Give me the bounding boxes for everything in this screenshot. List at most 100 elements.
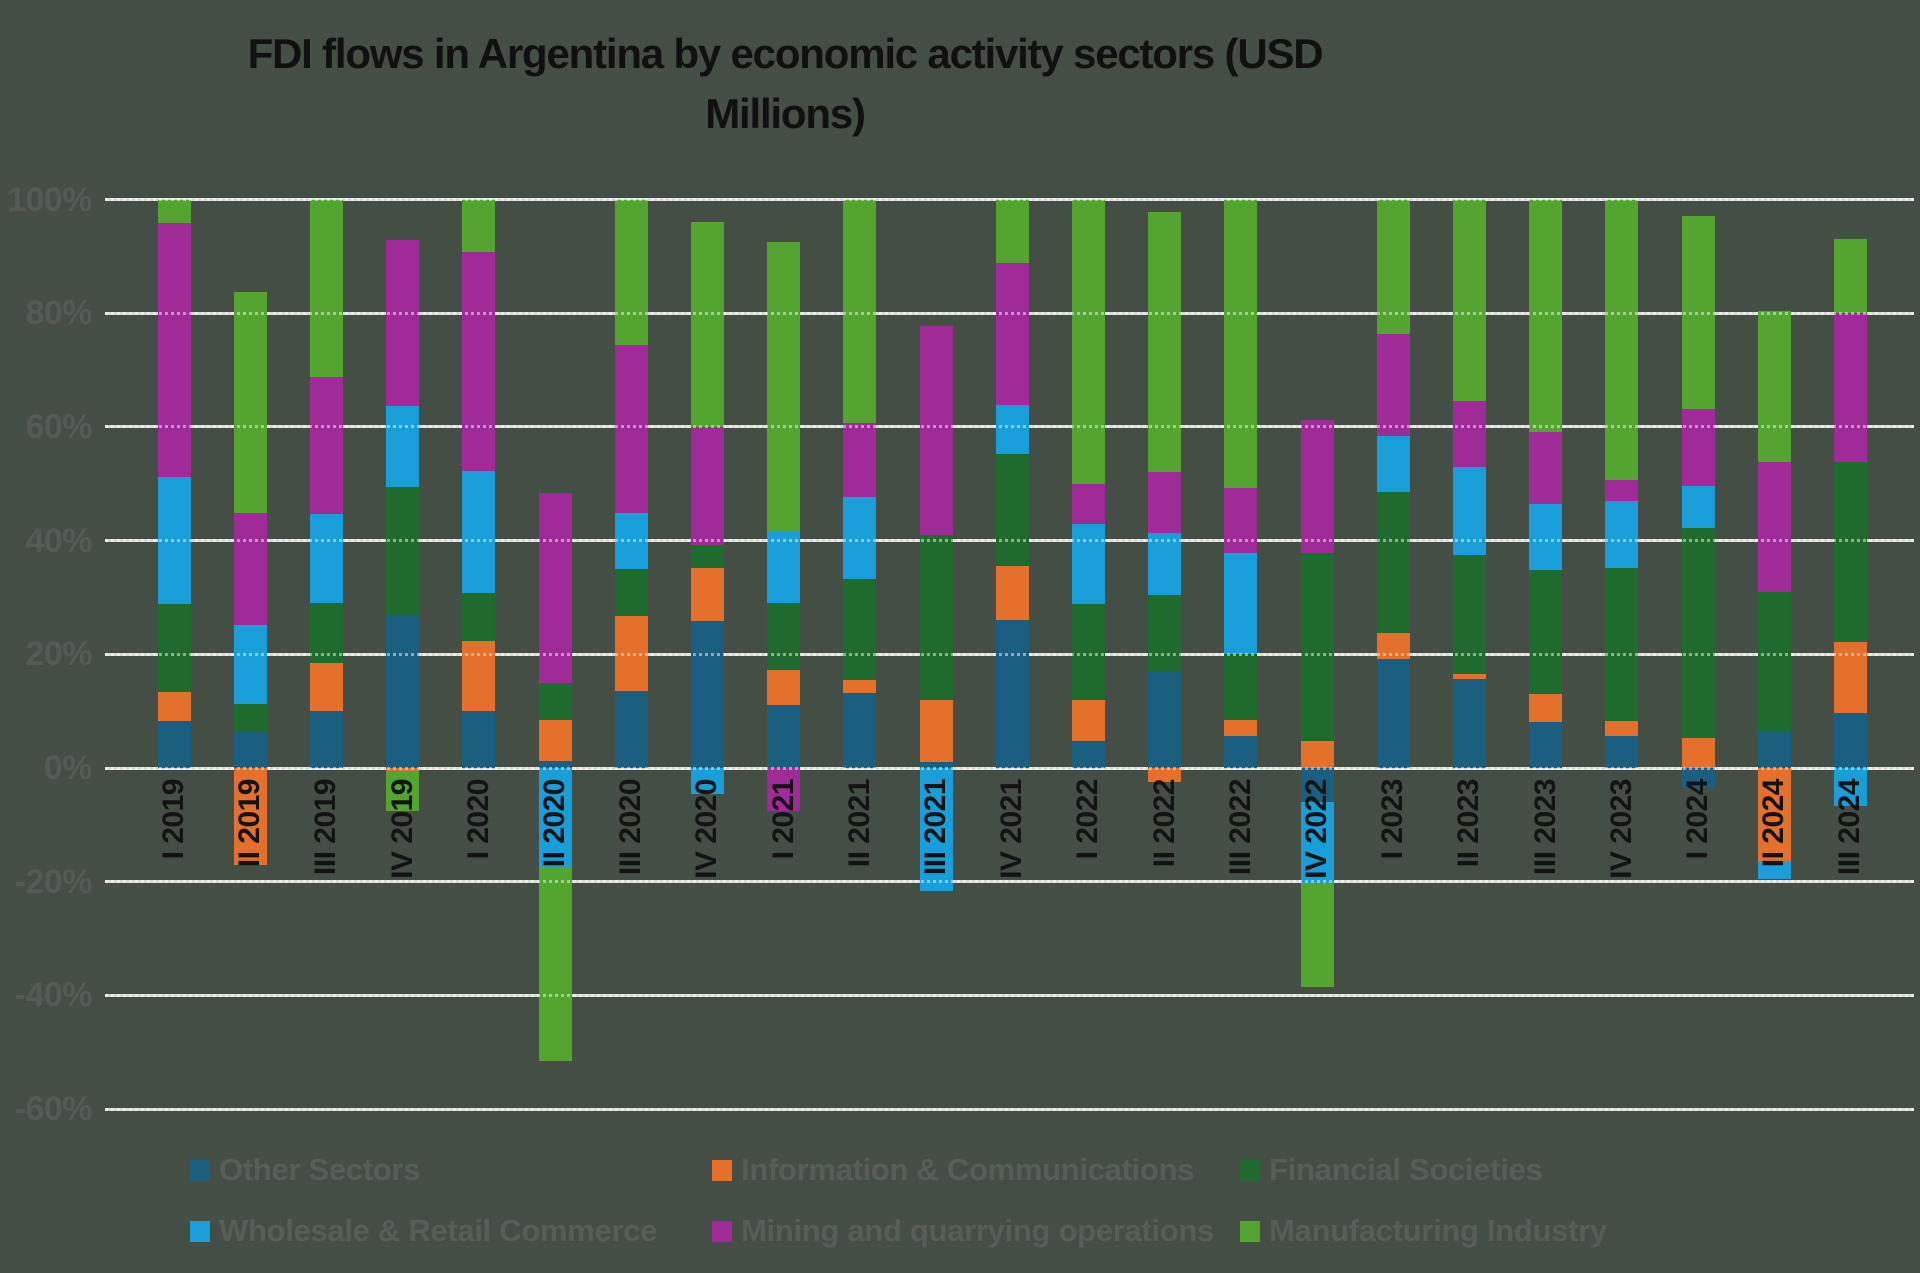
bar-segment: [157, 199, 191, 224]
legend-label: Financial Societies: [1269, 1152, 1543, 1187]
bar-segment: [690, 567, 724, 622]
bar-segment: [1529, 432, 1563, 504]
bar-segment: [1148, 472, 1182, 533]
bar-segment: [1071, 523, 1105, 604]
bar-segment: [1605, 567, 1639, 722]
bar-segment: [614, 569, 648, 617]
y-axis-label: 20%: [25, 635, 92, 674]
bar-segment: [919, 700, 953, 763]
bar-segment: [462, 710, 496, 768]
x-axis-label: II 2022: [1147, 779, 1181, 868]
gridline: [105, 993, 1914, 997]
bar-segment: [767, 669, 801, 706]
bar-segment: [1148, 768, 1182, 783]
bar-segment: [1071, 740, 1105, 768]
bar-segment: [1605, 721, 1639, 736]
gridline-overlay: [105, 880, 1914, 884]
bar-segment: [1300, 768, 1334, 803]
bar-segment: [767, 768, 801, 812]
bar-segment: [233, 625, 267, 705]
x-axis-label: III 2023: [1528, 779, 1562, 876]
legend-label: Information & Communications: [741, 1152, 1195, 1187]
bar-segment: [614, 691, 648, 768]
legend-label: Manufacturing Industry: [1269, 1213, 1607, 1248]
bar-segment: [1376, 658, 1410, 768]
gridline: [105, 880, 1914, 884]
chart-title: FDI flows in Argentina by economic activ…: [0, 24, 1570, 144]
bar-segment: [1224, 735, 1258, 768]
bar-segment: [1605, 479, 1639, 502]
bar-segment: [1148, 594, 1182, 673]
bar-segment: [157, 721, 191, 768]
x-axis-label: IV 2021: [995, 779, 1029, 879]
bar-segment: [538, 760, 572, 768]
gridline-overlay: [105, 198, 1914, 201]
bar-segment: [1452, 555, 1486, 675]
bar-segment: [1224, 653, 1258, 721]
bar-segment: [1452, 400, 1486, 467]
bar-segment: [157, 476, 191, 605]
bar-segment: [1376, 199, 1410, 335]
x-axis-label: III 2019: [309, 779, 343, 876]
bar-segment: [462, 592, 496, 642]
bar-segment: [1300, 802, 1334, 883]
bar-segment: [843, 497, 877, 580]
bar-segment: [1376, 492, 1410, 634]
bar-segment: [1071, 199, 1105, 484]
legend-swatch-icon: [190, 1220, 210, 1242]
x-axis-label: II 2019: [233, 779, 267, 868]
bar-segment: [767, 603, 801, 670]
gridline: [105, 766, 1914, 770]
chart-title-line-1: FDI flows in Argentina by economic activ…: [247, 30, 1324, 77]
y-axis-label: -20%: [14, 862, 93, 901]
bar-segment: [233, 291, 267, 513]
legend-swatch-icon: [190, 1159, 210, 1181]
bar-segment: [309, 513, 343, 604]
y-axis-label: 80%: [25, 294, 92, 333]
bar-segment: [462, 251, 496, 472]
bar-segment: [462, 641, 496, 711]
bar-segment: [1224, 487, 1258, 554]
bar-segment: [386, 614, 420, 768]
bar-segment: [1833, 768, 1867, 807]
bar-segment: [1452, 199, 1486, 401]
y-axis-label: -60%: [14, 1090, 93, 1129]
bar-segment: [1833, 238, 1867, 313]
bar-segment: [1452, 466, 1486, 556]
legend-item: Manufacturing Industry: [1240, 1213, 1607, 1249]
x-axis-label: IV 2022: [1300, 779, 1333, 879]
y-axis-label: 100%: [7, 180, 92, 219]
legend-item: Information & Communications: [712, 1152, 1194, 1188]
gridline-overlay: [105, 1107, 1914, 1111]
bar-segment: [1529, 693, 1563, 722]
bar-segment: [1300, 552, 1334, 742]
bar-segment: [1529, 503, 1563, 571]
bar-segment: [995, 620, 1029, 768]
bar-segment: [1833, 461, 1867, 642]
bar-segment: [1681, 738, 1715, 768]
bar-segment: [995, 453, 1029, 566]
bar-segment: [995, 199, 1029, 264]
bar-segment: [1300, 419, 1334, 553]
x-axis-label: I 2024: [1681, 779, 1714, 860]
bar-segment: [1757, 592, 1791, 732]
bar-segment: [1071, 699, 1105, 741]
bar-segment: [538, 768, 572, 868]
bar-segment: [995, 565, 1029, 621]
bar-segment: [1376, 334, 1410, 436]
legend-label: Wholesale & Retail Commerce: [219, 1213, 658, 1248]
bar-segment: [1681, 486, 1715, 529]
gridline-overlay: [105, 311, 1914, 315]
x-axis-label: III 2024: [1833, 779, 1867, 876]
gridline: [105, 1107, 1914, 1111]
gridline-overlay: [105, 539, 1914, 543]
x-axis-label: I 2022: [1071, 779, 1105, 860]
bar-segment: [386, 768, 420, 771]
bar-segment: [309, 199, 343, 378]
bar-segment: [1605, 199, 1639, 480]
gridline-overlay: [105, 652, 1914, 656]
gridline-overlay: [105, 993, 1914, 997]
bar-segment: [462, 199, 496, 252]
bar-segment: [1529, 570, 1563, 694]
